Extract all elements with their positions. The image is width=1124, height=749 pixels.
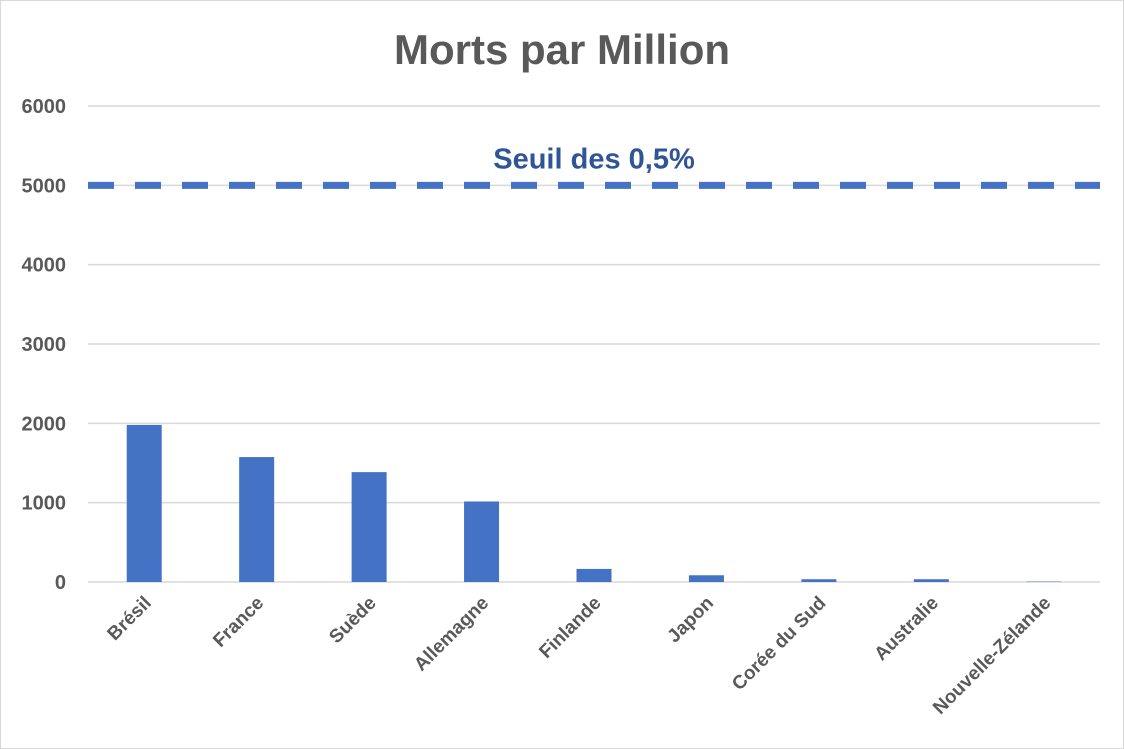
bar [576, 568, 612, 582]
bar [351, 472, 387, 582]
x-tick-label: Australie [871, 593, 943, 665]
y-tick-label: 2000 [22, 413, 67, 435]
bar [239, 457, 275, 582]
y-tick-label: 6000 [22, 96, 67, 118]
x-tick-label: Nouvelle-Zélande [929, 593, 1055, 719]
y-tick-label: 4000 [22, 255, 67, 277]
bar [126, 424, 162, 582]
x-tick-label: Finlande [535, 593, 605, 663]
x-tick-label: Japon [664, 593, 718, 647]
chart-title: Morts par Million [394, 26, 730, 73]
bar [913, 579, 949, 582]
y-tick-label: 1000 [22, 493, 67, 515]
y-axis-ticks: 0 1000 2000 3000 4000 5000 6000 [22, 96, 67, 594]
x-axis-labels: Brésil France Suède Allemagne Finlande Japon C… [104, 593, 1056, 719]
x-tick-label: Corée du Sud [728, 593, 830, 695]
y-tick-label: 0 [55, 572, 66, 594]
threshold-label: Seuil des 0,5% [493, 143, 695, 175]
x-tick-label: Allemagne [410, 593, 493, 676]
bar [464, 501, 500, 582]
bar [801, 579, 837, 582]
bar [688, 575, 724, 582]
y-tick-label: 5000 [22, 175, 67, 197]
x-tick-label: Suède [325, 593, 380, 648]
x-tick-label: France [209, 593, 268, 652]
y-tick-label: 3000 [22, 334, 67, 356]
x-tick-label: Brésil [104, 593, 156, 645]
bars [126, 424, 1062, 582]
